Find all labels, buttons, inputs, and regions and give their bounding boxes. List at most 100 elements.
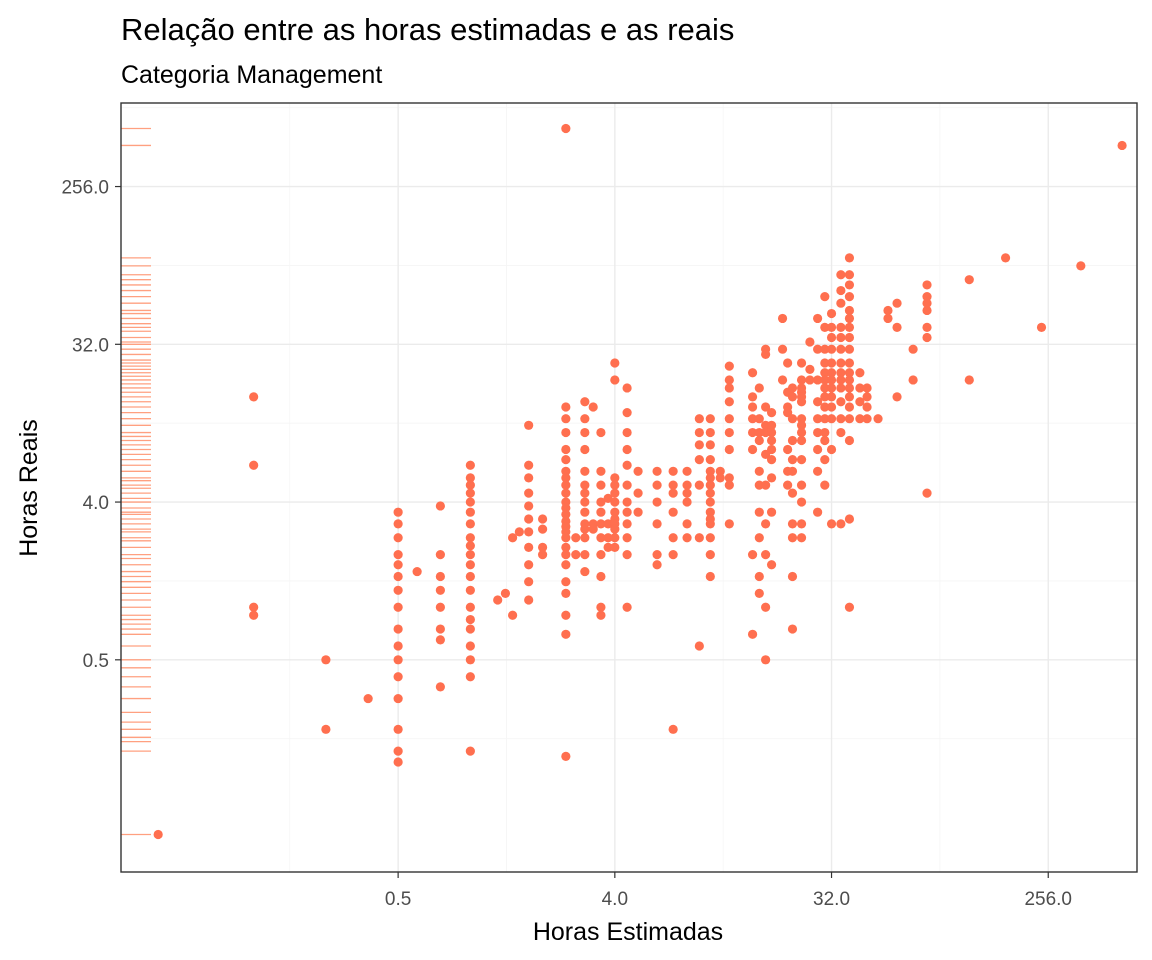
data-point — [796, 358, 807, 368]
data-point — [820, 427, 830, 438]
data-point — [652, 550, 662, 560]
data-point — [561, 533, 571, 543]
data-point — [524, 460, 534, 470]
plot-panel — [120, 102, 1138, 873]
data-point — [580, 507, 590, 517]
data-point — [754, 435, 764, 446]
data-point — [787, 392, 798, 402]
data-point — [393, 655, 403, 665]
data-point — [465, 571, 475, 582]
data-point — [682, 466, 692, 476]
data-point — [537, 542, 548, 553]
data-point — [777, 313, 788, 324]
data-point — [826, 414, 837, 424]
data-point — [465, 519, 475, 529]
data-point — [668, 466, 678, 476]
data-point — [844, 280, 855, 290]
data-point — [603, 519, 613, 529]
data-point — [393, 724, 403, 734]
data-point — [820, 480, 830, 490]
data-point — [561, 588, 571, 598]
data-point — [668, 480, 678, 490]
x-axis: 0.5 4.0 32.0 256.0 — [385, 872, 1072, 910]
data-point — [668, 550, 678, 560]
data-point — [922, 298, 932, 308]
data-point — [705, 507, 715, 517]
data-point — [596, 497, 606, 507]
data-point — [922, 280, 932, 290]
data-point — [465, 614, 475, 625]
data-point — [766, 408, 777, 418]
data-point — [724, 375, 734, 385]
data-point — [787, 519, 798, 529]
data-point — [836, 344, 846, 354]
x-tick-label: 0.5 — [385, 889, 411, 910]
data-point — [892, 298, 902, 308]
data-point — [622, 550, 632, 560]
data-point — [766, 507, 777, 517]
data-point — [610, 524, 620, 534]
data-point — [820, 344, 830, 354]
data-point — [465, 602, 475, 612]
data-point — [754, 571, 764, 582]
data-point — [761, 655, 771, 665]
data-point — [580, 466, 590, 476]
data-point — [596, 571, 606, 582]
data-point — [844, 375, 855, 385]
data-point — [435, 624, 445, 634]
data-point — [844, 305, 855, 316]
data-point — [393, 571, 403, 582]
data-point — [465, 641, 475, 651]
data-point — [524, 542, 534, 553]
y-axis-title: Horas Reais — [15, 419, 43, 557]
data-point — [724, 361, 734, 371]
data-point — [796, 397, 807, 407]
data-point — [826, 344, 837, 354]
data-point — [465, 655, 475, 665]
data-point — [844, 292, 855, 302]
data-point — [836, 383, 846, 393]
y-rug — [121, 127, 151, 836]
data-point — [796, 375, 807, 385]
data-point — [435, 585, 445, 595]
data-point — [844, 358, 855, 368]
data-point — [652, 560, 662, 570]
data-point — [844, 368, 855, 378]
data-point — [766, 427, 777, 438]
data-point — [622, 427, 632, 438]
chart-title: Relação entre as horas estimadas e as re… — [121, 12, 734, 47]
data-point — [805, 364, 815, 374]
data-point — [826, 308, 837, 319]
data-point — [596, 507, 606, 517]
data-point — [561, 610, 571, 620]
data-point — [610, 497, 620, 507]
data-point — [580, 397, 590, 407]
data-point — [820, 292, 830, 302]
data-point — [393, 602, 403, 612]
data-point — [766, 473, 777, 483]
data-point — [820, 392, 830, 402]
data-point — [964, 375, 974, 385]
data-point — [610, 488, 620, 498]
data-point — [435, 682, 445, 692]
data-point — [561, 550, 571, 560]
data-point — [787, 488, 798, 498]
data-point — [465, 585, 475, 595]
data-point — [796, 497, 807, 507]
data-point — [805, 337, 815, 347]
data-point — [682, 533, 692, 543]
data-point — [524, 473, 534, 483]
data-point — [465, 473, 475, 483]
data-point — [493, 595, 503, 605]
data-point — [836, 519, 846, 529]
data-point — [844, 414, 855, 424]
data-point — [724, 383, 734, 393]
data-point — [668, 533, 678, 543]
data-point — [836, 368, 846, 378]
data-point — [393, 641, 403, 651]
data-point — [561, 542, 571, 553]
data-point — [820, 383, 830, 393]
data-point — [761, 602, 771, 612]
data-point — [761, 519, 771, 529]
data-point — [610, 375, 620, 385]
